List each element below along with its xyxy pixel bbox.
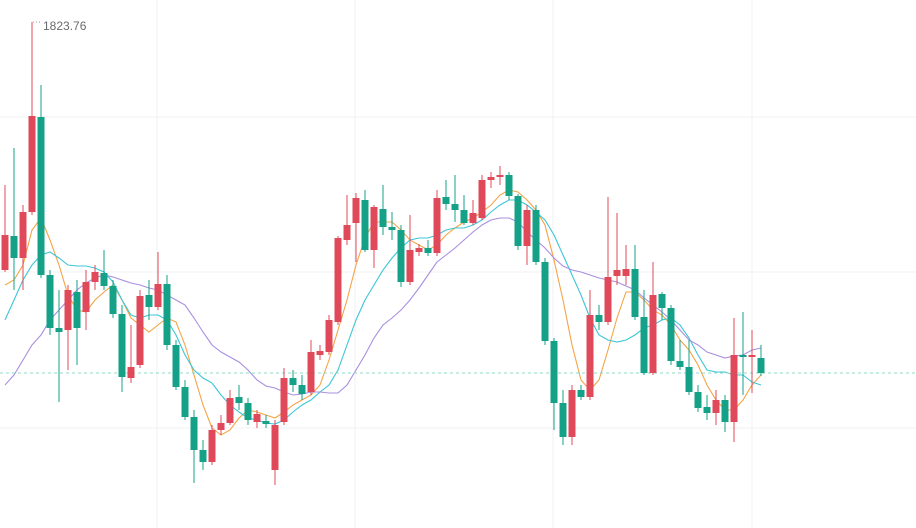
- candle-body: [559, 403, 567, 437]
- candle-body: [226, 398, 234, 423]
- ma-line: [4, 199, 762, 425]
- candle-body: [19, 212, 27, 258]
- candle-body: [208, 430, 216, 462]
- candle-body: [361, 200, 369, 250]
- candle-body: [586, 315, 594, 397]
- candle-body: [100, 273, 108, 286]
- candle-body: [640, 317, 648, 373]
- candle-body: [676, 361, 684, 367]
- candle-body: [397, 230, 405, 282]
- candle-body: [658, 294, 666, 308]
- candle-body: [613, 270, 621, 276]
- candle-body: [154, 284, 162, 307]
- candle-body: [748, 355, 756, 357]
- candle-body: [289, 378, 297, 385]
- candle-body: [532, 210, 540, 262]
- candle-body: [46, 275, 54, 328]
- candle-body: [523, 210, 531, 246]
- high-marker-label: 1823.76: [43, 19, 87, 33]
- candle-body: [631, 269, 639, 317]
- candle-body: [343, 225, 351, 240]
- candle-body: [406, 250, 414, 282]
- candle-body: [136, 296, 144, 365]
- ma-line: [4, 217, 762, 396]
- candle-body: [541, 262, 549, 341]
- candle-body: [577, 390, 585, 397]
- candle-body: [145, 295, 153, 307]
- candle-body: [487, 177, 495, 180]
- candle-body: [415, 248, 423, 252]
- candle-body: [496, 175, 504, 177]
- candle-body: [370, 207, 378, 250]
- candle-body: [91, 272, 99, 282]
- candle-body: [10, 236, 18, 258]
- candle-body: [568, 390, 576, 437]
- candle-body: [424, 248, 432, 253]
- candle-body: [442, 197, 450, 204]
- candle-body: [649, 295, 657, 373]
- candle-body: [199, 450, 207, 462]
- candle-body: [730, 355, 738, 422]
- candle-body: [55, 328, 63, 332]
- candle-body: [469, 213, 477, 223]
- candle-body: [325, 320, 333, 352]
- candle-body: [388, 227, 396, 230]
- candle-body: [685, 367, 693, 392]
- candle-body: [316, 351, 324, 355]
- candle-body: [118, 314, 126, 377]
- candle-body: [271, 425, 279, 470]
- candle-body: [298, 385, 306, 394]
- candle-body: [127, 367, 135, 378]
- candle-body: [712, 400, 720, 413]
- candle-body: [352, 198, 360, 223]
- candle-body: [460, 210, 468, 223]
- candle-body: [28, 116, 36, 212]
- candle-body: [721, 400, 729, 422]
- candle-body: [64, 290, 72, 330]
- candle-body: [550, 341, 558, 403]
- candle-body: [667, 308, 675, 361]
- candle-body: [757, 358, 765, 373]
- candle-body: [739, 355, 747, 357]
- candle-body: [604, 277, 612, 322]
- candle-body: [595, 315, 603, 322]
- candle-body: [172, 345, 180, 387]
- candle-body: [694, 392, 702, 408]
- candle-body: [235, 397, 243, 403]
- candle-body: [334, 238, 342, 322]
- candle-body: [37, 117, 45, 275]
- candle-body: [505, 175, 513, 196]
- candle-body: [244, 403, 252, 420]
- candle-body: [514, 196, 522, 246]
- candle-body: [307, 352, 315, 392]
- candle-body: [451, 204, 459, 210]
- candle-body: [379, 209, 387, 227]
- candle-body: [1, 235, 9, 270]
- candle-body: [181, 387, 189, 417]
- candle-body: [703, 407, 711, 413]
- candle-body: [262, 421, 270, 424]
- candle-body: [109, 286, 117, 314]
- candle-body: [190, 417, 198, 450]
- candle-body: [280, 378, 288, 422]
- candle-body: [433, 198, 441, 253]
- candle-body: [73, 292, 81, 328]
- candle-body: [163, 284, 171, 345]
- candle-body: [478, 180, 486, 218]
- candle-body: [82, 282, 90, 312]
- candle-body: [217, 423, 225, 430]
- candle-body: [622, 269, 630, 276]
- candle-body: [253, 414, 261, 422]
